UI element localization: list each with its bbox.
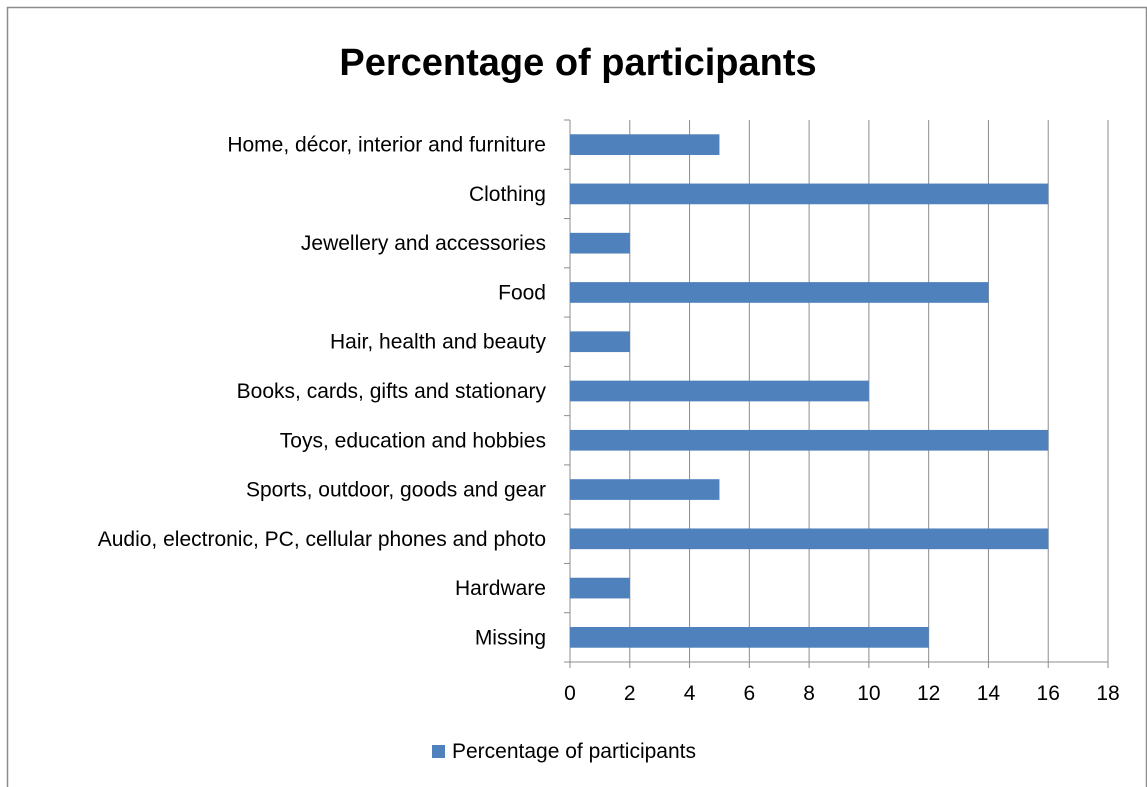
x-tick-label: 10 <box>857 682 880 705</box>
category-label: Jewellery and accessories <box>301 232 546 255</box>
category-label: Missing <box>475 626 546 649</box>
chart-title: Percentage of participants <box>339 42 816 84</box>
bar <box>570 627 929 648</box>
x-tick-label: 2 <box>624 682 636 705</box>
x-tick-label: 14 <box>977 682 1001 705</box>
bars <box>570 134 1049 648</box>
bar <box>570 331 630 353</box>
category-label: Books, cards, gifts and stationary <box>237 380 547 403</box>
bar <box>570 380 869 402</box>
category-label: Sports, outdoor, goods and gear <box>246 479 546 502</box>
x-tick-label: 6 <box>743 682 755 705</box>
category-label: Home, décor, interior and furniture <box>227 134 546 157</box>
bar <box>570 232 630 254</box>
x-tick-label: 4 <box>684 682 696 705</box>
bar <box>570 429 1049 451</box>
category-label: Audio, electronic, PC, cellular phones a… <box>98 528 546 551</box>
x-tick-label: 0 <box>564 682 576 705</box>
bar <box>570 479 720 500</box>
bar <box>570 282 989 303</box>
category-label: Hair, health and beauty <box>330 331 546 354</box>
bar <box>570 183 1049 205</box>
category-label: Food <box>498 281 546 304</box>
bar <box>570 134 720 155</box>
x-tick-label: 16 <box>1037 682 1060 705</box>
x-tick-labels: 0 2 4 6 8 10 12 14 16 18 <box>564 682 1120 705</box>
category-label: Toys, education and hobbies <box>280 429 546 452</box>
legend: Percentage of participants <box>432 740 696 763</box>
bar <box>570 528 1049 550</box>
category-labels: Home, décor, interior and furniture Cloth… <box>98 134 547 650</box>
x-tick-label: 8 <box>803 682 815 705</box>
legend-swatch <box>432 745 445 758</box>
bar <box>570 577 630 599</box>
category-label: Clothing <box>469 183 546 206</box>
x-tick-label: 12 <box>917 682 940 705</box>
legend-label: Percentage of participants <box>452 740 696 763</box>
x-tick-label: 18 <box>1096 682 1119 705</box>
category-label: Hardware <box>455 577 546 600</box>
